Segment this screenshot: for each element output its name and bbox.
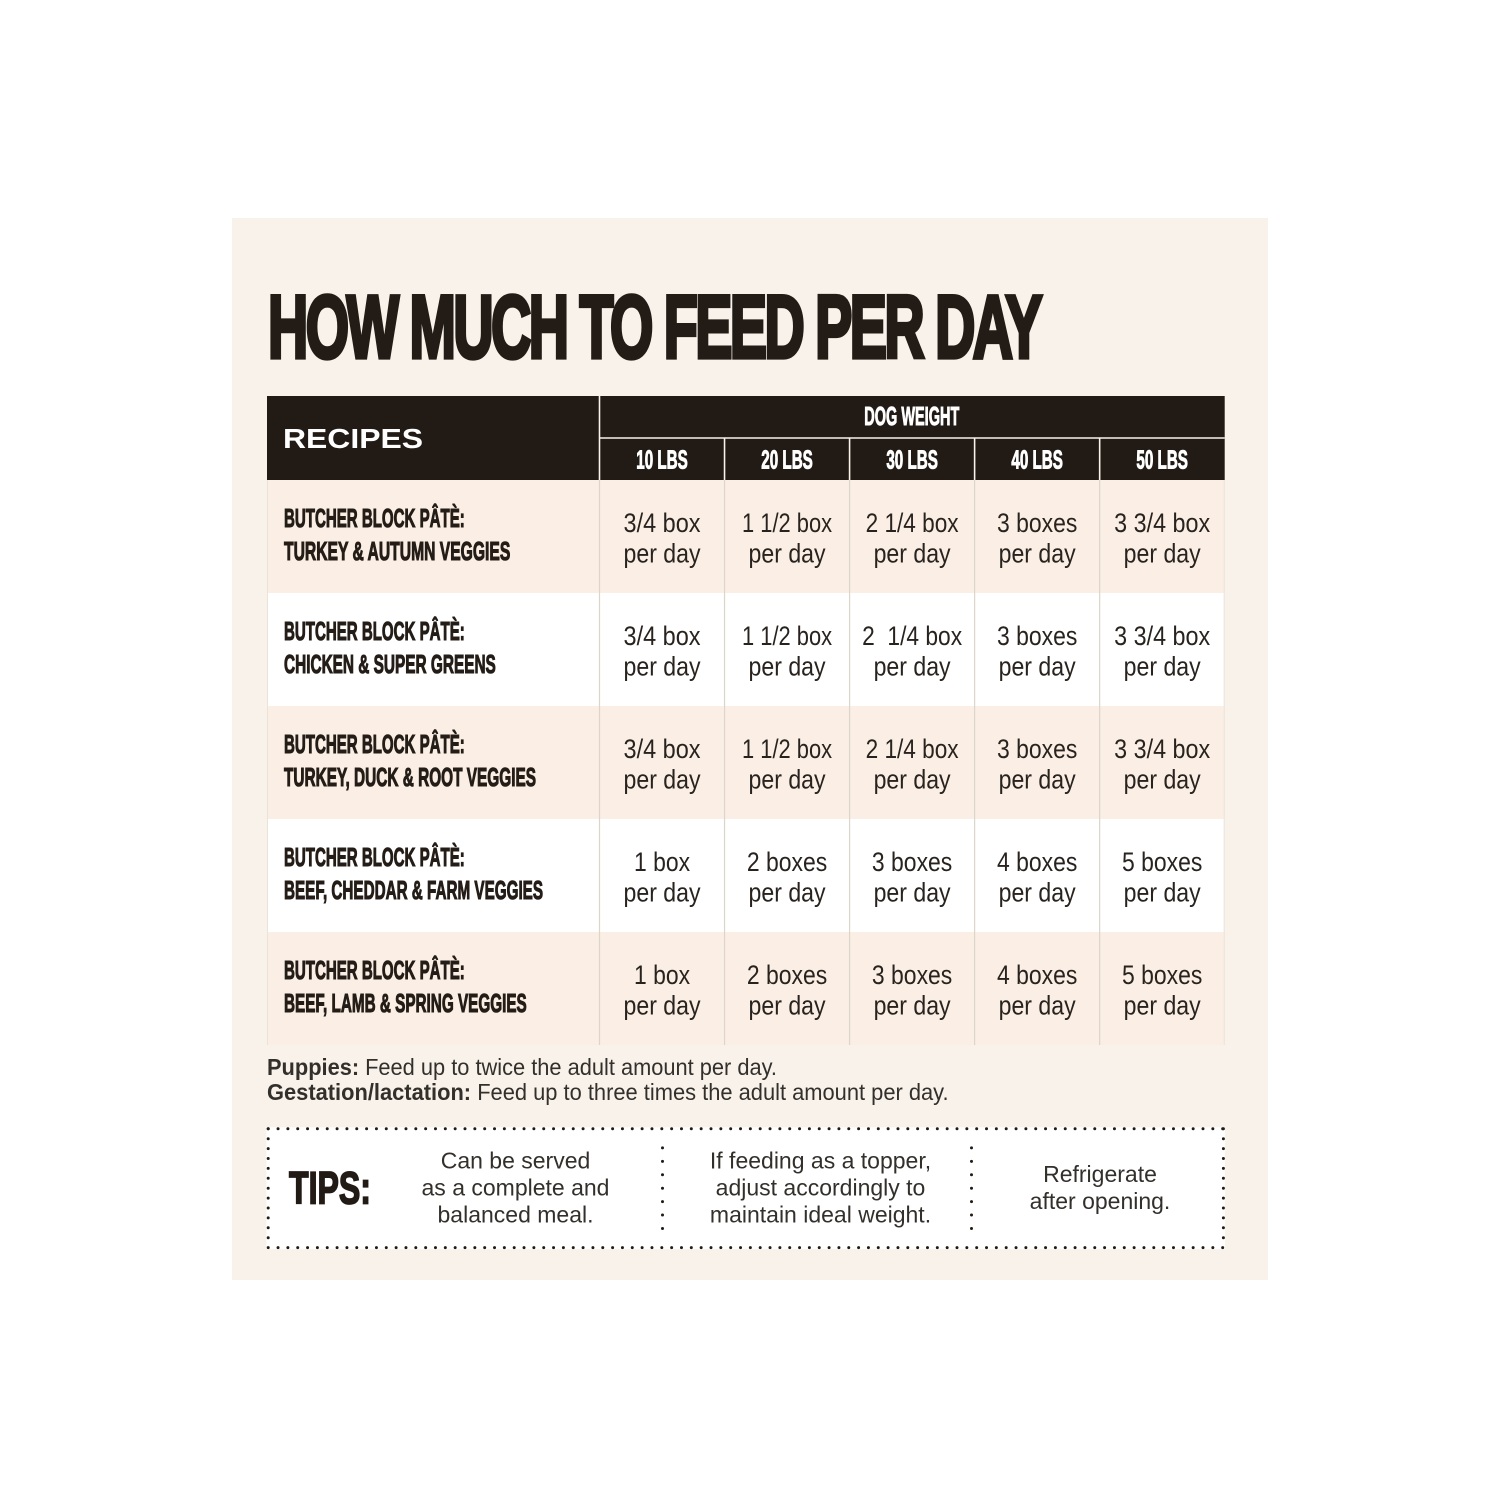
svg-text:3 boxes: 3 boxes — [872, 847, 952, 877]
svg-text:per day: per day — [749, 878, 827, 908]
svg-text:1 1/2 box: 1 1/2 box — [742, 621, 832, 651]
svg-text:BUTCHER BLOCK PÂTÈ:: BUTCHER BLOCK PÂTÈ: — [284, 955, 465, 985]
svg-text:5 boxes: 5 boxes — [1122, 847, 1202, 877]
svg-text:If feeding as a topper,: If feeding as a topper, — [710, 1147, 931, 1173]
svg-text:5 boxes: 5 boxes — [1122, 960, 1202, 990]
svg-text:BUTCHER BLOCK PÂTÈ:: BUTCHER BLOCK PÂTÈ: — [284, 842, 465, 872]
svg-text:per day: per day — [1124, 991, 1202, 1021]
svg-text:3 3/4 box: 3 3/4 box — [1114, 508, 1210, 538]
svg-text:4 boxes: 4 boxes — [997, 847, 1077, 877]
svg-text:per day: per day — [999, 765, 1077, 795]
svg-text:per day: per day — [624, 539, 702, 569]
svg-text:10 LBS: 10 LBS — [636, 445, 688, 475]
svg-text:per day: per day — [999, 652, 1077, 682]
svg-text:Puppies:: Puppies: — [267, 1054, 359, 1080]
svg-text:per day: per day — [624, 765, 702, 795]
svg-text:4 boxes: 4 boxes — [997, 960, 1077, 990]
svg-text:3/4 box: 3/4 box — [624, 508, 701, 538]
svg-text:per day: per day — [1124, 652, 1202, 682]
svg-text:3 boxes: 3 boxes — [872, 960, 952, 990]
svg-text:2 1/4 box: 2 1/4 box — [862, 621, 962, 651]
svg-text:maintain ideal weight.: maintain ideal weight. — [710, 1202, 931, 1228]
svg-text:3 3/4 box: 3 3/4 box — [1114, 734, 1210, 764]
svg-text:per day: per day — [874, 539, 952, 569]
svg-text:Refrigerate: Refrigerate — [1043, 1161, 1157, 1187]
svg-text:per day: per day — [749, 765, 827, 795]
svg-text:adjust accordingly to: adjust accordingly to — [716, 1175, 926, 1201]
svg-text:per day: per day — [874, 878, 952, 908]
svg-text:Gestation/lactation:: Gestation/lactation: — [267, 1079, 471, 1105]
svg-text:2 boxes: 2 boxes — [747, 847, 827, 877]
svg-text:HOW MUCH TO FEED PER DAY: HOW MUCH TO FEED PER DAY — [268, 277, 1042, 376]
svg-text:per day: per day — [1124, 878, 1202, 908]
svg-text:BEEF, CHEDDAR & FARM VEGGIES: BEEF, CHEDDAR & FARM VEGGIES — [284, 875, 543, 905]
svg-text:40 LBS: 40 LBS — [1011, 445, 1063, 475]
svg-text:per day: per day — [874, 765, 952, 795]
svg-text:per day: per day — [749, 652, 827, 682]
svg-text:per day: per day — [999, 878, 1077, 908]
svg-text:per day: per day — [624, 991, 702, 1021]
svg-text:balanced meal.: balanced meal. — [438, 1202, 594, 1228]
svg-text:TIPS:: TIPS: — [289, 1163, 371, 1214]
svg-text:1 1/2 box: 1 1/2 box — [742, 734, 832, 764]
svg-text:2 1/4 box: 2 1/4 box — [866, 734, 959, 764]
svg-text:BUTCHER BLOCK PÂTÈ:: BUTCHER BLOCK PÂTÈ: — [284, 616, 465, 646]
svg-text:Feed up to three times the adu: Feed up to three times the adult amount … — [477, 1079, 948, 1105]
svg-text:per day: per day — [874, 652, 952, 682]
svg-text:per day: per day — [999, 991, 1077, 1021]
svg-text:after opening.: after opening. — [1030, 1188, 1171, 1214]
svg-text:as a complete and: as a complete and — [422, 1175, 610, 1201]
svg-text:Can be served: Can be served — [441, 1147, 591, 1173]
svg-text:2 1/4 box: 2 1/4 box — [866, 508, 959, 538]
svg-text:3 boxes: 3 boxes — [997, 734, 1077, 764]
svg-text:per day: per day — [1124, 539, 1202, 569]
svg-text:per day: per day — [624, 878, 702, 908]
svg-text:RECIPES: RECIPES — [283, 422, 423, 454]
svg-text:per day: per day — [874, 991, 952, 1021]
svg-text:1 box: 1 box — [634, 847, 690, 877]
svg-text:30 LBS: 30 LBS — [886, 445, 938, 475]
svg-text:1 box: 1 box — [634, 960, 690, 990]
svg-text:BUTCHER BLOCK PÂTÈ:: BUTCHER BLOCK PÂTÈ: — [284, 503, 465, 533]
svg-text:Feed up to twice the adult amo: Feed up to twice the adult amount per da… — [365, 1054, 777, 1080]
svg-text:3 3/4 box: 3 3/4 box — [1114, 621, 1210, 651]
svg-text:BUTCHER BLOCK PÂTÈ:: BUTCHER BLOCK PÂTÈ: — [284, 729, 465, 759]
svg-text:per day: per day — [624, 652, 702, 682]
svg-text:20 LBS: 20 LBS — [761, 445, 813, 475]
svg-text:TURKEY, DUCK & ROOT VEGGIES: TURKEY, DUCK & ROOT VEGGIES — [284, 762, 536, 792]
svg-text:3 boxes: 3 boxes — [997, 621, 1077, 651]
svg-text:per day: per day — [749, 991, 827, 1021]
svg-text:1 1/2 box: 1 1/2 box — [742, 508, 832, 538]
svg-text:3/4 box: 3/4 box — [624, 734, 701, 764]
svg-text:2 boxes: 2 boxes — [747, 960, 827, 990]
svg-text:BEEF, LAMB & SPRING VEGGIES: BEEF, LAMB & SPRING VEGGIES — [284, 988, 527, 1018]
svg-text:DOG WEIGHT: DOG WEIGHT — [864, 403, 959, 431]
svg-text:3 boxes: 3 boxes — [997, 508, 1077, 538]
svg-text:3/4 box: 3/4 box — [624, 621, 701, 651]
svg-text:50 LBS: 50 LBS — [1136, 445, 1188, 475]
svg-text:TURKEY & AUTUMN VEGGIES: TURKEY & AUTUMN VEGGIES — [284, 536, 510, 566]
svg-text:per day: per day — [999, 539, 1077, 569]
svg-text:per day: per day — [1124, 765, 1202, 795]
svg-text:per day: per day — [749, 539, 827, 569]
svg-text:CHICKEN & SUPER GREENS: CHICKEN & SUPER GREENS — [284, 649, 496, 679]
